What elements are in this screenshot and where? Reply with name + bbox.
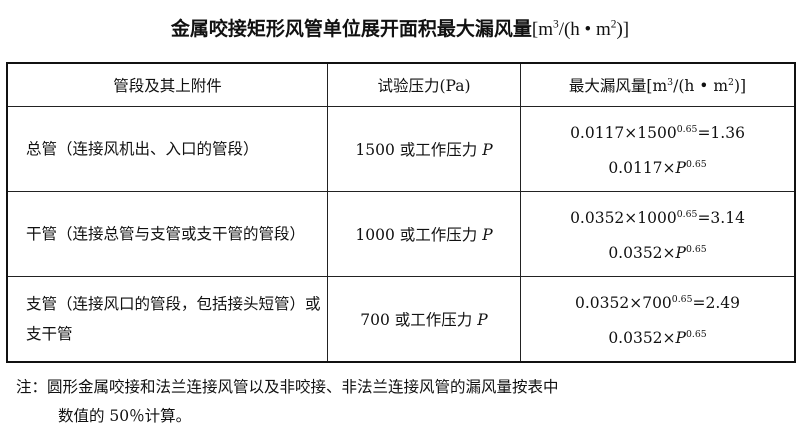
formula-value: 0.0352×7000.65=2.49 [574,293,740,312]
segment-cell: 干管（连接总管与支管或支干管的管段） [6,191,328,277]
formula-general: 0.0352×P0.65 [608,329,707,348]
segment-cell: 支管（连接风口的管段，包括接头短管）或支干管 [6,276,328,363]
table-row: 干管（连接总管与支管或支干管的管段） 1000 或工作压力 P 0.0352×1… [6,191,796,277]
formula-general: 0.0117×P0.65 [608,159,707,178]
header-row: 管段及其上附件 试验压力(Pa) 最大漏风量[m3/(h • m2)] [6,62,796,107]
formula-value: 0.0352×10000.65=3.14 [570,208,745,227]
pressure-cell: 1500 或工作压力 P [327,106,521,192]
leakage-cell: 0.0352×10000.65=3.14 0.0352×P0.65 [520,191,796,277]
title-unit: [m3/(h • m2)] [531,18,630,40]
header-leakage: 最大漏风量[m3/(h • m2)] [520,62,796,107]
table-note: 注：圆形金属咬接和法兰连接风管以及非咬接、非法兰连接风管的漏风量按表中 数值的 … [16,378,559,425]
table-title: 金属咬接矩形风管单位展开面积最大漏风量[m3/(h • m2)] [170,18,630,40]
pressure-cell: 1000 或工作压力 P [327,191,521,277]
header-segment: 管段及其上附件 [6,62,328,107]
formula-general: 0.0352×P0.65 [608,244,707,263]
pressure-cell: 700 或工作压力 P [327,276,521,363]
leakage-cell: 0.0352×7000.65=2.49 0.0352×P0.65 [520,276,796,363]
leakage-cell: 0.0117×15000.65=1.36 0.0117×P0.65 [520,106,796,192]
formula-value: 0.0117×15000.65=1.36 [570,123,745,142]
table-row: 总管（连接风机出、入口的管段） 1500 或工作压力 P 0.0117×1500… [6,106,796,192]
header-pressure: 试验压力(Pa) [327,62,521,107]
leakage-table: 管段及其上附件 试验压力(Pa) 最大漏风量[m3/(h • m2)] 总管（连… [6,62,796,363]
segment-cell: 总管（连接风机出、入口的管段） [6,106,328,192]
table-row: 支管（连接风口的管段，包括接头短管）或支干管 700 或工作压力 P 0.035… [6,276,796,363]
